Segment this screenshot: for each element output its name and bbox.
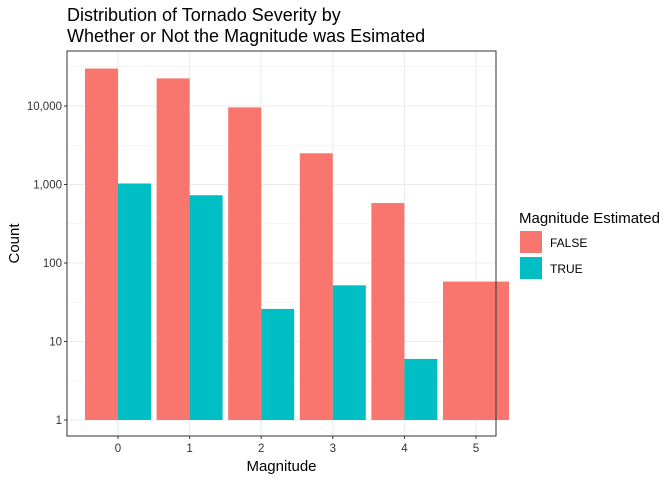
plot-panel-border: [66, 50, 497, 437]
x-tick-label: 0: [115, 443, 121, 455]
legend-key-true: [520, 257, 542, 279]
y-tick-label: 1: [56, 415, 62, 427]
y-tick-label: 10: [49, 337, 62, 349]
bar-true-2: [261, 308, 295, 420]
legend-label-false: FALSE: [550, 236, 587, 250]
bar-true-4: [404, 358, 438, 420]
bar-false-2: [228, 107, 262, 420]
x-tick-label: 4: [401, 443, 408, 455]
bar-true-3: [332, 285, 366, 420]
legend: Magnitude Estimated FALSE TRUE: [519, 210, 660, 279]
bar-true-1: [189, 195, 223, 420]
legend-title: Magnitude Estimated: [519, 210, 660, 227]
bar-false-0: [85, 68, 118, 420]
bar-true-0: [118, 183, 151, 420]
bar-false-3: [299, 153, 333, 420]
x-tick-label: 1: [186, 443, 192, 455]
legend-label-true: TRUE: [550, 262, 583, 276]
bars: [85, 68, 509, 421]
y-tick-label: 1,000: [33, 180, 62, 192]
y-axis-title: Count: [6, 223, 23, 264]
bar-false-5: [443, 281, 509, 420]
bar-false-4: [371, 203, 405, 420]
chart-title: Distribution of Tornado Severity by Whet…: [67, 5, 425, 46]
y-axis: 1 10 100 1,000 10,000: [27, 101, 67, 427]
legend-items: FALSE TRUE: [520, 231, 587, 279]
x-tick-label: 2: [258, 443, 264, 455]
x-tick-label: 5: [473, 443, 479, 455]
legend-key-false: [520, 231, 542, 253]
chart-title-line-2: Whether or Not the Magnitude was Esimate…: [67, 26, 425, 46]
y-tick-label: 10,000: [27, 101, 62, 113]
x-tick-label: 3: [330, 443, 336, 455]
x-axis: 0 1 2 3 4 5: [115, 436, 479, 455]
x-axis-title: Magnitude: [246, 458, 316, 475]
y-tick-label: 100: [43, 258, 62, 270]
bar-false-1: [156, 78, 190, 421]
chart-title-line-1: Distribution of Tornado Severity by: [67, 5, 341, 25]
